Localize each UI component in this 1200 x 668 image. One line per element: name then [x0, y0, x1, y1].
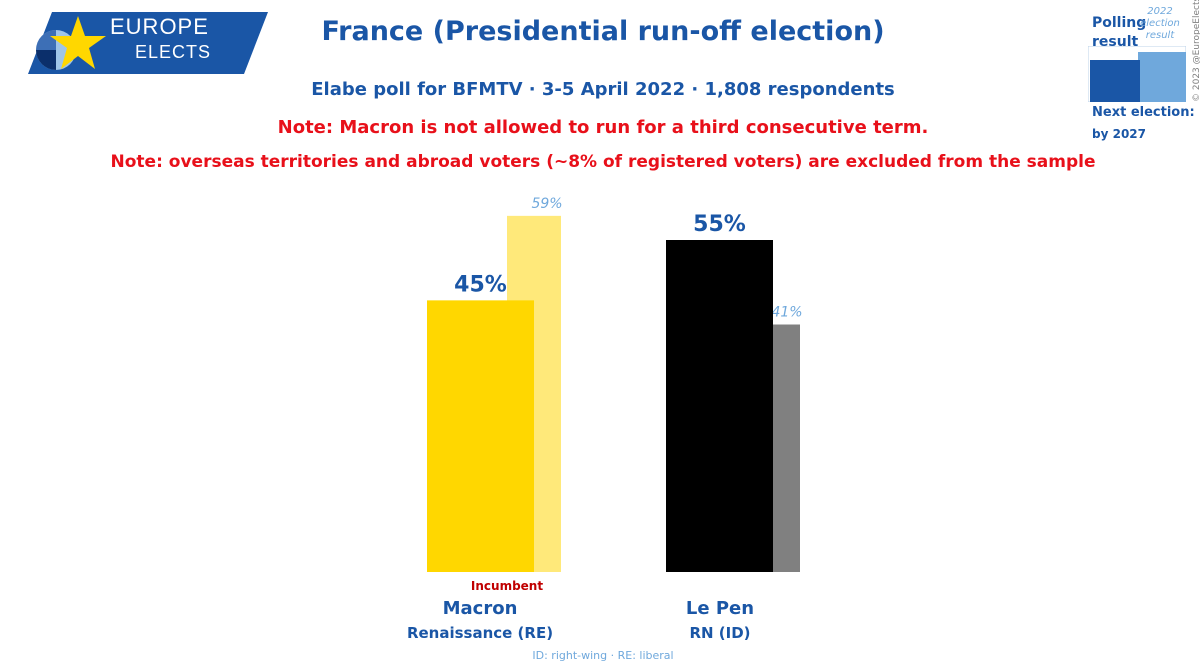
candidate-name-lepen: Le Pen — [685, 598, 755, 619]
label-prev-macron: 59% — [531, 196, 562, 212]
chart-title: France (Presidential run-off election) — [321, 16, 885, 47]
candidate-party-lepen: RN (ID) — [689, 624, 751, 642]
incumbent-label: Incumbent — [470, 579, 544, 593]
note-overseas: Note: overseas territories and abroad vo… — [110, 152, 1096, 172]
europe-elects-logo — [28, 12, 268, 74]
party-footnote: ID: right-wing · RE: liberal — [532, 649, 674, 662]
candidate-name-macron: Macron — [442, 598, 518, 619]
note-third-term: Note: Macron is not allowed to run for a… — [277, 117, 929, 138]
logo-text-europe: EUROPE — [110, 14, 209, 39]
chart-subtitle: Elabe poll for BFMTV · 3-5 April 2022 · … — [311, 79, 895, 100]
next-election-label: Next election: — [1092, 105, 1195, 120]
legend-result-line3: result — [1145, 30, 1175, 41]
bar-poll-lepen — [666, 240, 773, 572]
legend-swatch — [1088, 46, 1186, 102]
label-poll-macron: 45% — [454, 272, 507, 297]
next-election-value: by 2027 — [1092, 127, 1146, 141]
legend-polling-line1: Polling — [1092, 15, 1147, 31]
logo-text-elects: ELECTS — [135, 42, 212, 62]
legend-result-line1: 2022 — [1147, 6, 1173, 17]
bar-prev-lepen — [773, 324, 800, 572]
legend-result-line2: election — [1140, 18, 1180, 29]
legend-result-label: 2022 election result — [1136, 6, 1184, 42]
bar-poll-macron — [427, 300, 534, 572]
legend-polling-swatch — [1090, 60, 1140, 102]
label-poll-lepen: 55% — [693, 212, 746, 237]
label-prev-lepen: 41% — [771, 305, 802, 321]
candidate-party-macron: Renaissance (RE) — [406, 624, 554, 642]
legend-result-swatch — [1138, 52, 1186, 102]
